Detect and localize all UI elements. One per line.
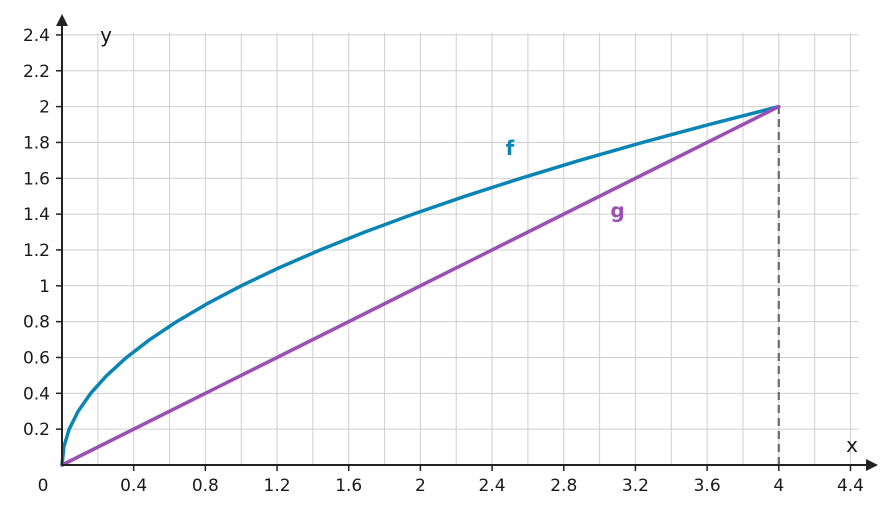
x-tick-label: 1.2 — [264, 476, 291, 496]
ticks — [56, 34, 852, 471]
labels: f g 0.4 0.8 1.2 1.6 2 2.4 2.8 3.2 3.6 4 4.4 0.2 0.4 0.6… — [23, 23, 864, 496]
y-tick-label: 0.8 — [23, 313, 50, 333]
x-tick-label: 2.4 — [479, 476, 506, 496]
origin-label: 0 — [38, 476, 49, 496]
y-tick-label: 0.6 — [23, 348, 50, 368]
x-tick-label: 0.8 — [192, 476, 219, 496]
y-tick-label: 1.2 — [23, 241, 50, 261]
y-axis-arrow-icon — [56, 14, 68, 26]
y-tick-label: 1.8 — [23, 133, 50, 153]
grid — [62, 32, 859, 465]
series-label-g: g — [610, 199, 624, 223]
series-line-g — [60, 104, 781, 467]
y-tick-label: 1 — [39, 277, 50, 297]
y-tick-label: 0.2 — [23, 420, 50, 440]
x-tick-label: 1.6 — [335, 476, 362, 496]
y-tick-label: 0.4 — [23, 384, 50, 404]
x-tick-label: 0.4 — [120, 476, 147, 496]
x-tick-label: 3.2 — [622, 476, 649, 496]
series-label-f: f — [506, 136, 515, 160]
y-tick-label: 2.2 — [23, 62, 50, 82]
x-tick-label: 4 — [773, 476, 784, 496]
series-layer — [60, 104, 781, 467]
x-axis-arrow-icon — [866, 459, 878, 471]
x-tick-label: 3.6 — [694, 476, 721, 496]
y-tick-label: 2 — [39, 98, 50, 118]
x-tick-label: 2 — [415, 476, 426, 496]
y-tick-label: 1.6 — [23, 169, 50, 189]
y-tick-label: 2.4 — [23, 26, 50, 46]
x-tick-label: 2.8 — [550, 476, 577, 496]
y-axis-title: y — [100, 23, 112, 47]
series-line-f — [60, 104, 781, 467]
axes — [56, 14, 878, 471]
y-tick-label: 1.4 — [23, 205, 50, 225]
x-axis-title: x — [846, 433, 858, 457]
x-tick-label: 4.4 — [837, 476, 864, 496]
